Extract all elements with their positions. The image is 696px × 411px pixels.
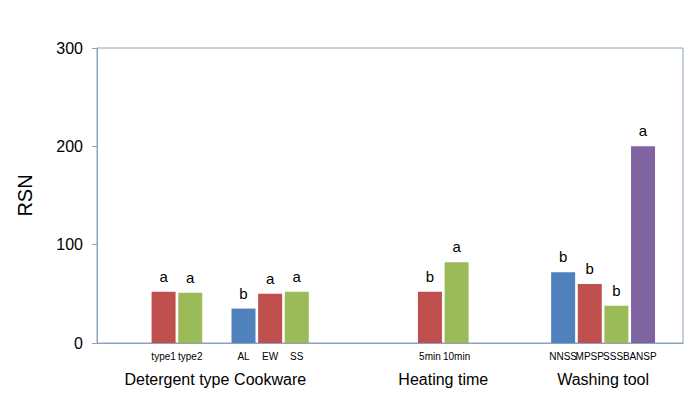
svg-text:NNSS: NNSS bbox=[549, 351, 577, 362]
svg-text:b: b bbox=[426, 268, 434, 285]
svg-text:200: 200 bbox=[56, 138, 83, 155]
svg-text:a: a bbox=[266, 270, 275, 287]
svg-text:10min: 10min bbox=[443, 351, 470, 362]
svg-text:Detergent type: Detergent type bbox=[124, 371, 229, 388]
svg-text:b: b bbox=[612, 282, 620, 299]
svg-text:a: a bbox=[186, 269, 195, 286]
svg-text:SS: SS bbox=[290, 351, 304, 362]
svg-text:MPSP: MPSP bbox=[576, 351, 605, 362]
svg-text:b: b bbox=[559, 248, 567, 265]
svg-text:300: 300 bbox=[56, 40, 83, 57]
svg-text:Heating time: Heating time bbox=[398, 371, 488, 388]
svg-text:RSN: RSN bbox=[14, 174, 36, 216]
svg-text:type1: type1 bbox=[151, 351, 176, 362]
svg-text:Washing tool: Washing tool bbox=[557, 371, 649, 388]
svg-text:b: b bbox=[586, 260, 594, 277]
svg-text:a: a bbox=[159, 268, 168, 285]
svg-text:a: a bbox=[293, 268, 302, 285]
svg-text:100: 100 bbox=[56, 236, 83, 253]
svg-text:SSSB: SSSB bbox=[603, 351, 630, 362]
svg-text:ANSP: ANSP bbox=[629, 351, 657, 362]
svg-text:Cookware: Cookware bbox=[234, 371, 306, 388]
svg-text:a: a bbox=[452, 238, 461, 255]
svg-text:type2: type2 bbox=[178, 351, 203, 362]
svg-text:EW: EW bbox=[262, 351, 279, 362]
svg-text:AL: AL bbox=[237, 351, 250, 362]
svg-text:a: a bbox=[639, 122, 648, 139]
svg-text:b: b bbox=[239, 285, 247, 302]
svg-text:5min: 5min bbox=[419, 351, 441, 362]
svg-text:0: 0 bbox=[74, 335, 83, 352]
